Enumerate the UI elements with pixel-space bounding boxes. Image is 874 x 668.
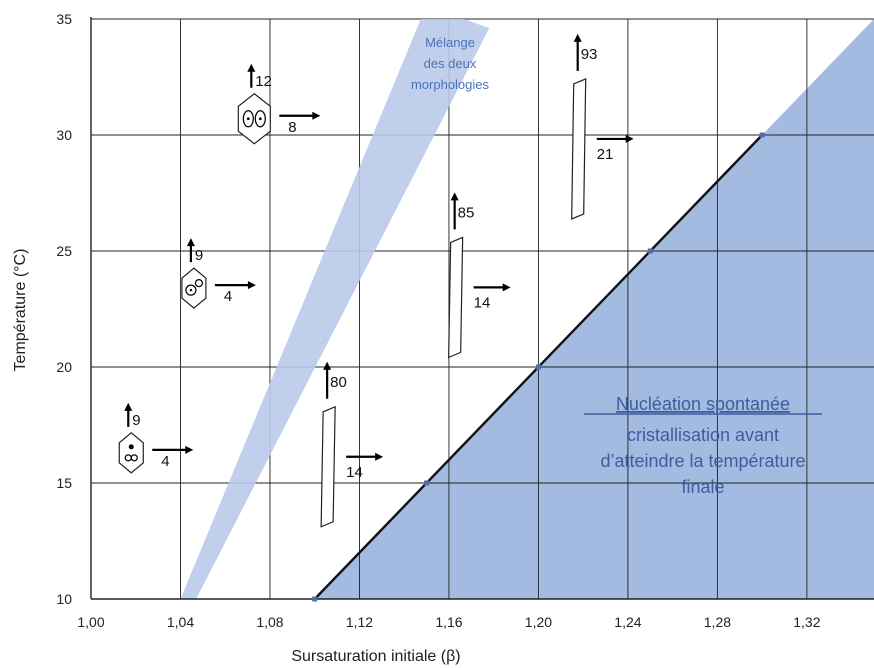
arrow-head [124, 402, 133, 411]
y-tick-label: 35 [56, 11, 72, 27]
arrow-head [625, 134, 634, 143]
growth-length-label: 12 [255, 73, 272, 90]
crystal-hexagon [237, 92, 271, 145]
crystal-annotations: 9 4 9 4 12 8 80 14 85 14 93 21 [118, 33, 634, 528]
crystal-ring [130, 454, 138, 462]
x-tick-label: 1,28 [704, 614, 731, 630]
crystal-dot [189, 288, 193, 292]
line-marker [647, 248, 653, 254]
axes: 1,00 1,04 1,08 1,12 1,16 1,20 1,24 1,28 1,32 10 15… [56, 11, 874, 630]
arrow-head [186, 238, 195, 247]
crystal-dot [128, 444, 134, 450]
y-tick-label: 10 [56, 591, 72, 607]
x-tick-label: 1,32 [793, 614, 820, 630]
crystal-needle [571, 78, 587, 220]
crystal-hexagon [181, 267, 207, 309]
crystal-needle [320, 405, 336, 528]
growth-width-label: 8 [288, 119, 296, 136]
crystal-needle [448, 236, 464, 359]
crystal-dot [246, 117, 250, 121]
line-marker [312, 596, 318, 602]
region-labels: Mélange des deux morphologies Nucléation sp… [411, 35, 822, 497]
crystal-ring [194, 279, 204, 288]
nucleation-label-line: d’atteindre la température [600, 451, 805, 471]
x-tick-label: 1,08 [256, 614, 283, 630]
line-marker [535, 364, 541, 370]
x-tick-label: 1,24 [614, 614, 641, 630]
x-tick-label: 1,00 [77, 614, 104, 630]
nucleation-line-layer [312, 132, 765, 602]
y-tick-label: 20 [56, 359, 72, 375]
nucleation-label-line: finale [681, 477, 724, 497]
crystal-dot [258, 117, 262, 121]
growth-length-label: 93 [581, 46, 598, 63]
crystal-ring [242, 110, 254, 128]
mixing-band-label: des deux [424, 56, 477, 71]
growth-width-label: 14 [346, 464, 363, 481]
line-marker [759, 132, 765, 138]
growth-width-label: 4 [224, 288, 232, 305]
arrow-head [450, 192, 459, 201]
growth-length-label: 85 [458, 204, 475, 221]
line-marker [424, 480, 430, 486]
mixing-band-label: morphologies [411, 77, 490, 92]
crystal-hexagon [118, 432, 144, 474]
growth-length-label: 9 [195, 247, 203, 264]
y-tick-label: 15 [56, 475, 72, 491]
growth-length-label: 80 [330, 374, 347, 391]
y-tick-label: 25 [56, 243, 72, 259]
growth-length-label: 9 [132, 412, 140, 429]
mixing-band-label: Mélange [425, 35, 475, 50]
nucleation-label-title: Nucléation spontanée [616, 394, 790, 414]
growth-width-label: 21 [597, 146, 614, 163]
growth-width-label: 4 [161, 453, 169, 470]
arrow-head [502, 283, 511, 292]
arrow-head [375, 452, 384, 461]
x-tick-label: 1,04 [167, 614, 194, 630]
arrow-head [185, 445, 194, 454]
arrow-head [323, 361, 332, 370]
x-axis-title: Sursaturation initiale (β) [291, 648, 460, 665]
arrow-head [573, 33, 582, 42]
x-tick-label: 1,16 [435, 614, 462, 630]
growth-width-label: 14 [474, 294, 491, 311]
mixing-band [180, 19, 490, 599]
nucleation-label-line: cristallisation avant [627, 425, 779, 445]
mixing-band-layer [180, 19, 490, 599]
x-tick-label: 1,12 [346, 614, 373, 630]
crystal-ring [254, 110, 266, 128]
arrow-head [312, 111, 321, 120]
arrow-head [247, 281, 256, 290]
x-tick-label: 1,20 [525, 614, 552, 630]
y-tick-label: 30 [56, 127, 72, 143]
crystal-ring [185, 284, 197, 296]
arrow-head [247, 63, 256, 72]
y-axis-title: Température (°C) [12, 249, 29, 372]
